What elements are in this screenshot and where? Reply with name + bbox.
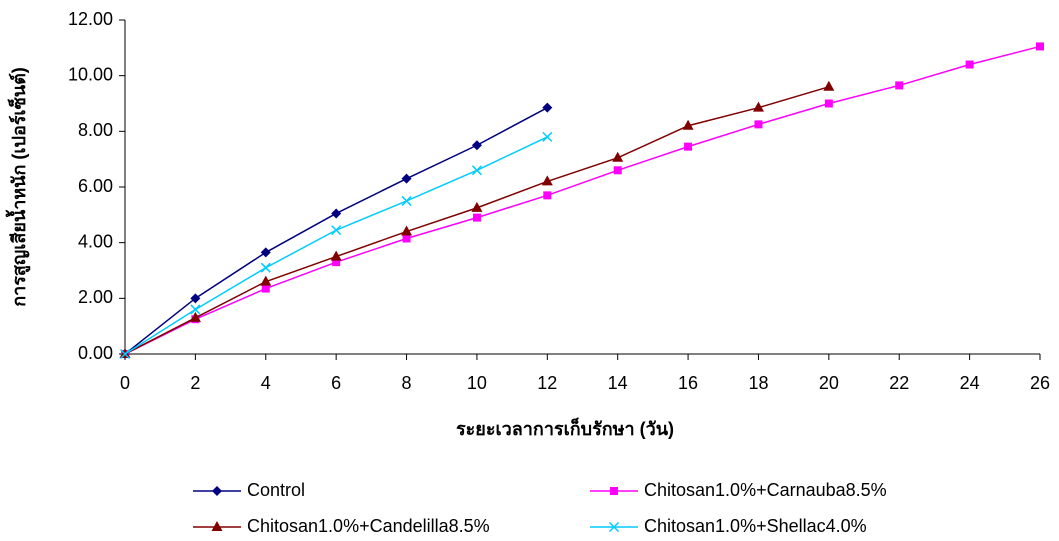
y-tick-label: 12.00 xyxy=(68,9,113,29)
marker xyxy=(1036,42,1044,50)
legend-label: Chitosan1.0%+Shellac4.0% xyxy=(644,516,867,536)
legend-label: Control xyxy=(247,480,305,500)
series-line xyxy=(125,46,1040,354)
marker xyxy=(542,103,552,113)
x-tick-label: 12 xyxy=(537,373,557,393)
y-tick-label: 2.00 xyxy=(78,287,113,307)
y-axis-label: การสูญเสียน้ำหนัก (เปอร์เซ็นต์) xyxy=(5,67,31,307)
marker xyxy=(472,140,482,150)
marker xyxy=(332,226,341,235)
y-tick-label: 10.00 xyxy=(68,64,113,84)
legend-label: Chitosan1.0%+Carnauba8.5% xyxy=(644,480,887,500)
x-tick-label: 14 xyxy=(608,373,628,393)
marker xyxy=(473,214,481,222)
y-tick-label: 0.00 xyxy=(78,343,113,363)
marker xyxy=(754,120,762,128)
x-axis-label: ระยะเวลาการเก็บรักษา (วัน) xyxy=(456,417,674,439)
x-tick-label: 18 xyxy=(748,373,768,393)
x-tick-label: 20 xyxy=(819,373,839,393)
legend-marker xyxy=(212,521,223,531)
marker xyxy=(262,285,270,293)
x-tick-label: 4 xyxy=(261,373,271,393)
x-tick-label: 16 xyxy=(678,373,698,393)
marker xyxy=(825,100,833,108)
legend-label: Chitosan1.0%+Candelilla8.5% xyxy=(247,516,490,536)
x-tick-label: 2 xyxy=(190,373,200,393)
y-tick-label: 6.00 xyxy=(78,176,113,196)
y-tick-label: 4.00 xyxy=(78,231,113,251)
marker xyxy=(261,247,271,257)
y-tick-label: 8.00 xyxy=(78,120,113,140)
marker xyxy=(823,81,834,91)
x-tick-label: 22 xyxy=(889,373,909,393)
x-tick-label: 26 xyxy=(1030,373,1050,393)
x-tick-label: 6 xyxy=(331,373,341,393)
marker xyxy=(402,196,411,205)
marker xyxy=(472,166,481,175)
x-tick-label: 24 xyxy=(960,373,980,393)
x-tick-label: 8 xyxy=(402,373,412,393)
marker xyxy=(403,234,411,242)
marker xyxy=(543,191,551,199)
legend-marker xyxy=(610,487,618,495)
x-tick-label: 0 xyxy=(120,373,130,393)
marker xyxy=(261,263,270,272)
x-tick-label: 10 xyxy=(467,373,487,393)
marker xyxy=(966,61,974,69)
marker xyxy=(331,208,341,218)
marker xyxy=(614,166,622,174)
legend-marker xyxy=(212,486,222,496)
marker xyxy=(543,132,552,141)
marker xyxy=(684,143,692,151)
marker xyxy=(895,81,903,89)
chart: ระยะเวลาการเก็บรักษา (วัน) การสูญเสียน้ำ… xyxy=(0,0,1059,541)
marker xyxy=(402,174,412,184)
